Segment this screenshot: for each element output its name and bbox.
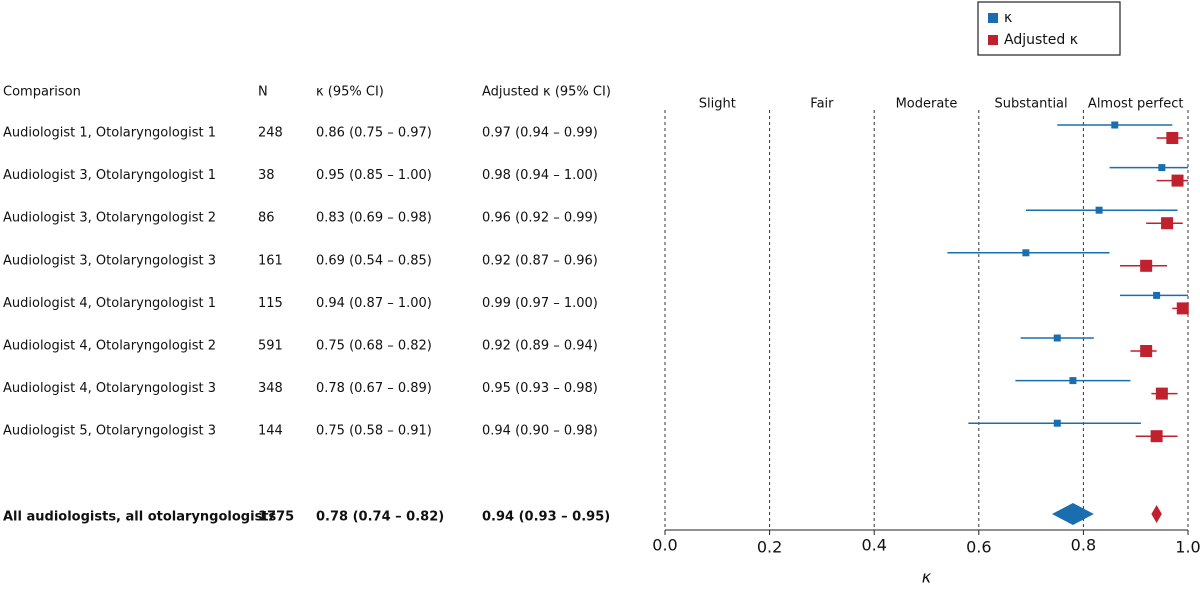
comparison-label: All audiologists, all otolaryngologists	[3, 510, 277, 525]
point-estimate	[1111, 121, 1119, 129]
legend-swatch	[988, 13, 998, 23]
point-estimate	[1158, 164, 1166, 172]
legend-swatch	[988, 35, 998, 45]
comparison-label: Audiologist 4, Otolaryngologist 3	[3, 381, 216, 396]
column-header: N	[258, 85, 268, 100]
point-estimate	[1069, 377, 1077, 385]
ci-label: 0.78 (0.74 – 0.82)	[316, 510, 444, 525]
point-estimate	[1140, 345, 1153, 357]
legend-label: Adjusted κ	[1004, 32, 1078, 48]
x-tick-label: 0.2	[757, 538, 782, 557]
n-value: 591	[258, 339, 283, 354]
n-value: 248	[258, 126, 283, 141]
x-tick-label: 1.0	[1175, 538, 1200, 557]
point-estimate	[1155, 387, 1168, 400]
comparison-label: Audiologist 1, Otolaryngologist 1	[3, 126, 216, 141]
column-header: κ (95% CI)	[316, 85, 384, 100]
legend-box	[977, 1, 1121, 56]
ci-label: 0.86 (0.75 – 0.97)	[316, 126, 432, 141]
n-value: 115	[258, 296, 283, 311]
zone-label: Substantial	[995, 97, 1068, 112]
summary-diamond	[1151, 505, 1162, 523]
ci-label: 0.78 (0.67 – 0.89)	[316, 381, 432, 396]
x-axis-label: κ	[922, 568, 932, 587]
zone-label: Almost perfect	[1088, 97, 1184, 112]
n-value: 86	[258, 211, 275, 226]
ci-label: 0.94 (0.87 – 1.00)	[316, 296, 432, 311]
n-value: 144	[258, 424, 283, 439]
point-estimate	[1161, 217, 1174, 230]
ci-label: 0.92 (0.89 – 0.94)	[482, 339, 598, 354]
ci-label: 0.83 (0.69 – 0.98)	[316, 211, 432, 226]
point-estimate	[1053, 419, 1061, 427]
comparison-label: Audiologist 3, Otolaryngologist 2	[3, 211, 216, 226]
comparison-label: Audiologist 3, Otolaryngologist 3	[3, 253, 216, 268]
point-estimate	[1171, 174, 1184, 187]
ci-label: 0.94 (0.93 – 0.95)	[482, 510, 610, 525]
column-header: Adjusted κ (95% CI)	[482, 85, 611, 100]
zone-label: Moderate	[896, 97, 958, 112]
comparison-label: Audiologist 3, Otolaryngologist 1	[3, 168, 216, 183]
ci-label: 0.98 (0.94 – 1.00)	[482, 168, 598, 183]
x-tick-label: 0.8	[1071, 536, 1096, 555]
ci-label: 0.75 (0.68 – 0.82)	[316, 339, 432, 354]
n-value: 348	[258, 381, 283, 396]
x-tick-label: 0.4	[861, 536, 886, 555]
point-estimate	[1166, 132, 1179, 144]
comparison-label: Audiologist 4, Otolaryngologist 1	[3, 296, 216, 311]
column-header: Comparison	[3, 85, 81, 100]
ci-label: 0.95 (0.85 – 1.00)	[316, 168, 432, 183]
ci-label: 0.95 (0.93 – 0.98)	[482, 381, 598, 396]
ci-label: 0.75 (0.58 – 0.91)	[316, 424, 432, 439]
point-estimate	[1176, 302, 1189, 315]
summary-diamond	[1052, 503, 1094, 525]
x-tick-label: 0.6	[966, 538, 991, 557]
ci-label: 0.92 (0.87 – 0.96)	[482, 253, 598, 268]
point-estimate	[1140, 259, 1153, 272]
ci-label: 0.99 (0.97 – 1.00)	[482, 296, 598, 311]
ci-label: 0.96 (0.92 – 0.99)	[482, 211, 598, 226]
point-estimate	[1150, 430, 1163, 443]
ci-label: 0.97 (0.94 – 0.99)	[482, 126, 598, 141]
comparison-label: Audiologist 5, Otolaryngologist 3	[3, 424, 216, 439]
zone-label: Slight	[699, 97, 736, 112]
zone-label: Fair	[810, 97, 834, 112]
point-estimate	[1095, 206, 1103, 214]
point-estimate	[1022, 249, 1030, 257]
x-tick-label: 0.0	[652, 536, 677, 555]
n-value: 1775	[258, 510, 294, 525]
comparison-label: Audiologist 4, Otolaryngologist 2	[3, 339, 216, 354]
ci-label: 0.94 (0.90 – 0.98)	[482, 424, 598, 439]
legend-label: κ	[1004, 10, 1012, 26]
n-value: 38	[258, 168, 275, 183]
ci-label: 0.69 (0.54 – 0.85)	[316, 253, 432, 268]
point-estimate	[1153, 291, 1161, 299]
point-estimate	[1053, 334, 1061, 342]
n-value: 161	[258, 253, 283, 268]
